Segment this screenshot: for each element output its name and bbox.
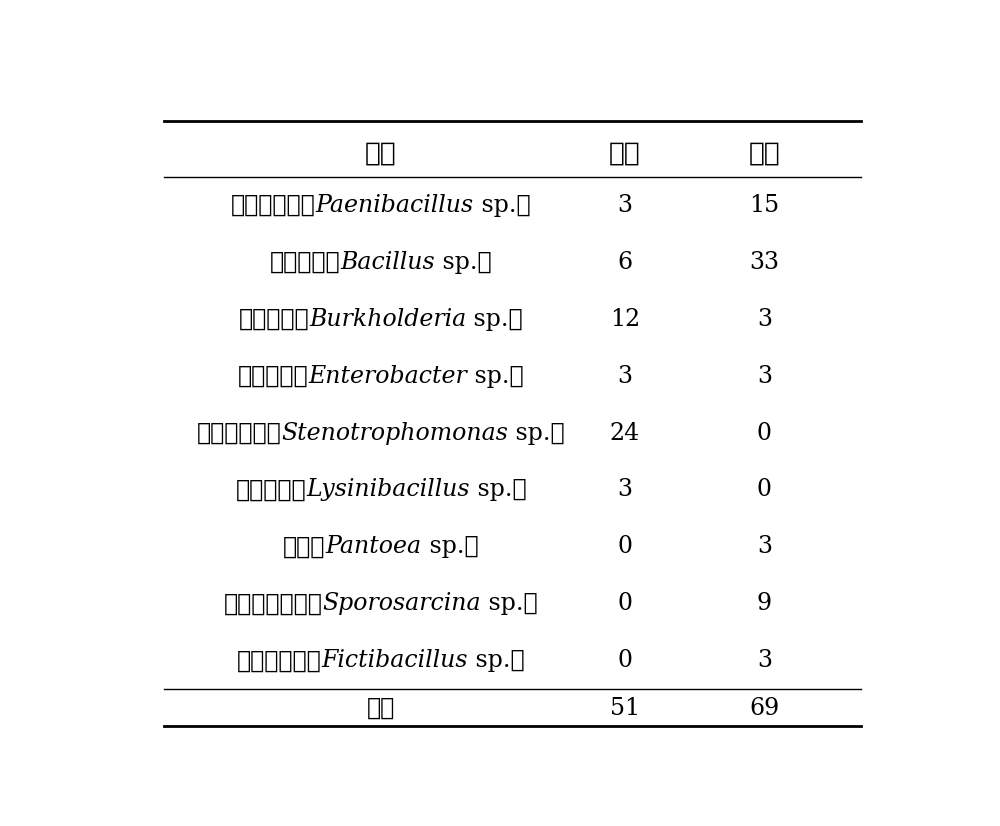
Text: sp.）: sp.） — [466, 307, 523, 330]
Text: Stenotrophomonas: Stenotrophomonas — [281, 421, 508, 444]
Text: 寡养单胞菌（: 寡养单胞菌（ — [197, 421, 281, 444]
Text: sp.）: sp.） — [474, 193, 530, 216]
Text: Fictibacillus: Fictibacillus — [322, 649, 468, 672]
Text: 0: 0 — [757, 478, 772, 501]
Text: Burkholderia: Burkholderia — [309, 307, 466, 330]
Text: 3: 3 — [757, 535, 772, 558]
Text: 15: 15 — [749, 193, 779, 216]
Text: Lysinibacillus: Lysinibacillus — [306, 478, 470, 501]
Text: 3: 3 — [617, 364, 632, 387]
Text: 伯克氏菌（: 伯克氏菌（ — [239, 307, 309, 330]
Text: Sporosarcina: Sporosarcina — [323, 592, 481, 615]
Text: sp.）: sp.） — [435, 250, 492, 273]
Text: 12: 12 — [610, 307, 640, 330]
Text: 芽袍八叠球菌（: 芽袍八叠球菌（ — [224, 592, 323, 615]
Text: sp.）: sp.） — [508, 421, 565, 444]
Text: 合计: 合计 — [367, 697, 395, 720]
Text: 芽孢杆菌（: 芽孢杆菌（ — [235, 478, 306, 501]
Text: 0: 0 — [617, 535, 632, 558]
Text: Pantoea: Pantoea — [326, 535, 422, 558]
Text: Enterobacter: Enterobacter — [308, 364, 467, 387]
Text: 3: 3 — [757, 307, 772, 330]
Text: 类芽孢杆菌（: 类芽孢杆菌（ — [231, 193, 316, 216]
Text: 连作: 连作 — [609, 140, 641, 166]
Text: 肠杆菌属（: 肠杆菌属（ — [238, 364, 308, 387]
Text: sp.）: sp.） — [481, 592, 538, 615]
Text: 6: 6 — [617, 250, 632, 273]
Text: 0: 0 — [757, 421, 772, 444]
Text: 0: 0 — [617, 649, 632, 672]
Text: 24: 24 — [610, 421, 640, 444]
Text: 轮作: 轮作 — [748, 140, 780, 166]
Text: 芽孢杆菌（: 芽孢杆菌（ — [270, 250, 340, 273]
Text: sp.）: sp.） — [422, 535, 478, 558]
Text: 3: 3 — [617, 193, 632, 216]
Text: 3: 3 — [757, 364, 772, 387]
Text: 假芽孢杆菌（: 假芽孢杆菌（ — [237, 649, 322, 672]
Text: 泛菌（: 泛菌（ — [283, 535, 326, 558]
Text: Paenibacillus: Paenibacillus — [316, 193, 474, 216]
Text: 3: 3 — [757, 649, 772, 672]
Text: 0: 0 — [617, 592, 632, 615]
Text: 3: 3 — [617, 478, 632, 501]
Text: 菌株: 菌株 — [365, 140, 397, 166]
Text: 33: 33 — [749, 250, 779, 273]
Text: 9: 9 — [757, 592, 772, 615]
Text: sp.）: sp.） — [467, 364, 524, 387]
Text: sp.）: sp.） — [470, 478, 526, 501]
Text: 51: 51 — [610, 697, 640, 720]
Text: 69: 69 — [749, 697, 780, 720]
Text: Bacillus: Bacillus — [340, 250, 435, 273]
Text: sp.）: sp.） — [468, 649, 525, 672]
